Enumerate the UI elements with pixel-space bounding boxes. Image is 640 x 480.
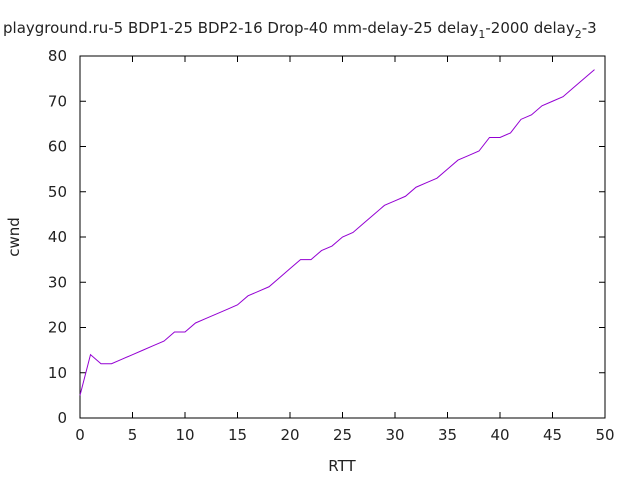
y-tick-label: 40: [48, 228, 67, 246]
series-layer: [79, 69, 595, 396]
x-tick-label: 45: [543, 426, 562, 444]
y-tick-label: 10: [48, 364, 67, 382]
x-axis-ticks: 0 5 10 15 20 25 30 35 40 45 50: [75, 56, 615, 444]
chart-title: playground.ru-5 BDP1-25 BDP2-16 Drop-40 …: [3, 19, 597, 41]
y-tick-label: 60: [48, 138, 67, 156]
title-delay2-subscript: 2: [575, 28, 582, 41]
y-tick-label: 80: [48, 47, 67, 65]
y-tick-label: 30: [48, 273, 67, 291]
x-tick-label: 0: [75, 426, 85, 444]
x-tick-label: 40: [490, 426, 509, 444]
x-tick-label: 30: [385, 426, 404, 444]
y-tick-label: 20: [48, 319, 67, 337]
title-delay1-subscript: 1: [478, 28, 485, 41]
title-tail: -3: [582, 19, 597, 37]
y-axis-label: cwnd: [5, 217, 23, 257]
x-tick-label: 5: [128, 426, 138, 444]
title-delay1-value: -2000 delay: [485, 19, 574, 37]
y-tick-label: 50: [48, 183, 67, 201]
series-line: [79, 69, 595, 396]
x-tick-label: 20: [280, 426, 299, 444]
x-axis-label: RTT: [328, 457, 356, 475]
y-tick-label: 0: [57, 409, 67, 427]
y-tick-label: 70: [48, 92, 67, 110]
y-axis-ticks: 0 10 20 30 40 50 60 70 80: [48, 47, 605, 427]
title-main: playground.ru-5 BDP1-25 BDP2-16 Drop-40 …: [3, 19, 478, 37]
x-tick-label: 15: [228, 426, 247, 444]
x-tick-label: 10: [175, 426, 194, 444]
x-tick-label: 25: [333, 426, 352, 444]
x-tick-label: 35: [438, 426, 457, 444]
x-tick-label: 50: [595, 426, 614, 444]
